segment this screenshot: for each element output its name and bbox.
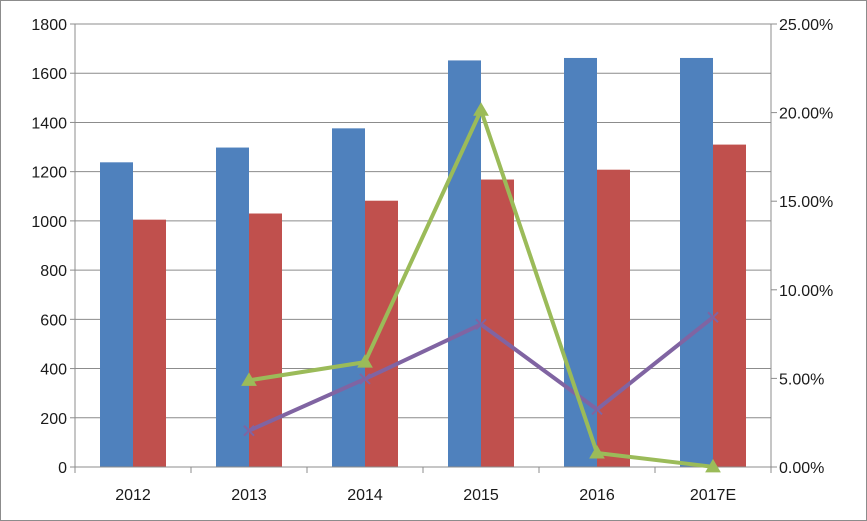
y-right-tick-label: 0.00% <box>779 460 824 477</box>
bar <box>448 60 481 468</box>
y-left-tick-label: 1200 <box>31 165 67 182</box>
y-left-tick-label: 0 <box>58 460 67 477</box>
y-left-tick-label: 1600 <box>31 66 67 83</box>
x-tick-label: 2015 <box>463 487 499 504</box>
x-marker <box>359 373 371 385</box>
x-marker-stroke <box>359 373 371 385</box>
y-left-tick-label: 800 <box>40 263 67 280</box>
x-tick-label: 2012 <box>115 487 151 504</box>
bar <box>597 169 630 467</box>
x-tick-label: 2016 <box>579 487 615 504</box>
x-marker-stroke <box>243 424 255 437</box>
triangle-marker <box>705 458 721 473</box>
y-right-tick-label: 10.00% <box>779 283 833 300</box>
x-marker-stroke <box>707 311 719 323</box>
x-tick-label: 2017E <box>690 487 736 504</box>
y-left-tick-label: 1400 <box>31 115 67 132</box>
y-right-tick-label: 15.00% <box>779 194 833 211</box>
x-marker-stroke <box>591 403 603 416</box>
bar <box>216 147 249 467</box>
bar <box>680 57 713 468</box>
x-marker <box>243 424 255 437</box>
x-marker <box>475 318 487 331</box>
y-left-tick-label: 200 <box>40 411 67 428</box>
triangle-marker <box>357 354 373 368</box>
x-marker-stroke <box>475 318 487 331</box>
y-left-tick-label: 1000 <box>31 214 67 231</box>
bar <box>100 162 133 467</box>
x-marker <box>591 403 603 416</box>
bar <box>133 219 166 467</box>
y-left-tick-label: 600 <box>40 312 67 329</box>
y-left-tick-label: 1800 <box>31 17 67 34</box>
bars <box>100 57 746 468</box>
bar <box>481 179 514 467</box>
tick-labels: 0 200 400 600 800 1000 1200 1400 1600 1800 0.00% 5.… <box>31 17 833 504</box>
gridlines <box>75 23 771 419</box>
x-marker <box>707 311 719 323</box>
x-tick-label: 2014 <box>347 487 383 504</box>
lines <box>241 102 721 473</box>
y-right-tick-label: 20.00% <box>779 106 833 123</box>
bar <box>332 128 365 467</box>
x-tick-label: 2013 <box>231 487 267 504</box>
triangle-marker <box>473 102 489 116</box>
y-right-tick-label: 25.00% <box>779 17 833 34</box>
axes <box>70 23 777 473</box>
y-left-tick-label: 400 <box>40 362 67 379</box>
triangle-marker <box>241 372 257 386</box>
bar <box>365 200 398 468</box>
triangle-marker <box>589 445 605 459</box>
y-right-tick-label: 5.00% <box>779 371 824 388</box>
bar <box>713 144 746 467</box>
